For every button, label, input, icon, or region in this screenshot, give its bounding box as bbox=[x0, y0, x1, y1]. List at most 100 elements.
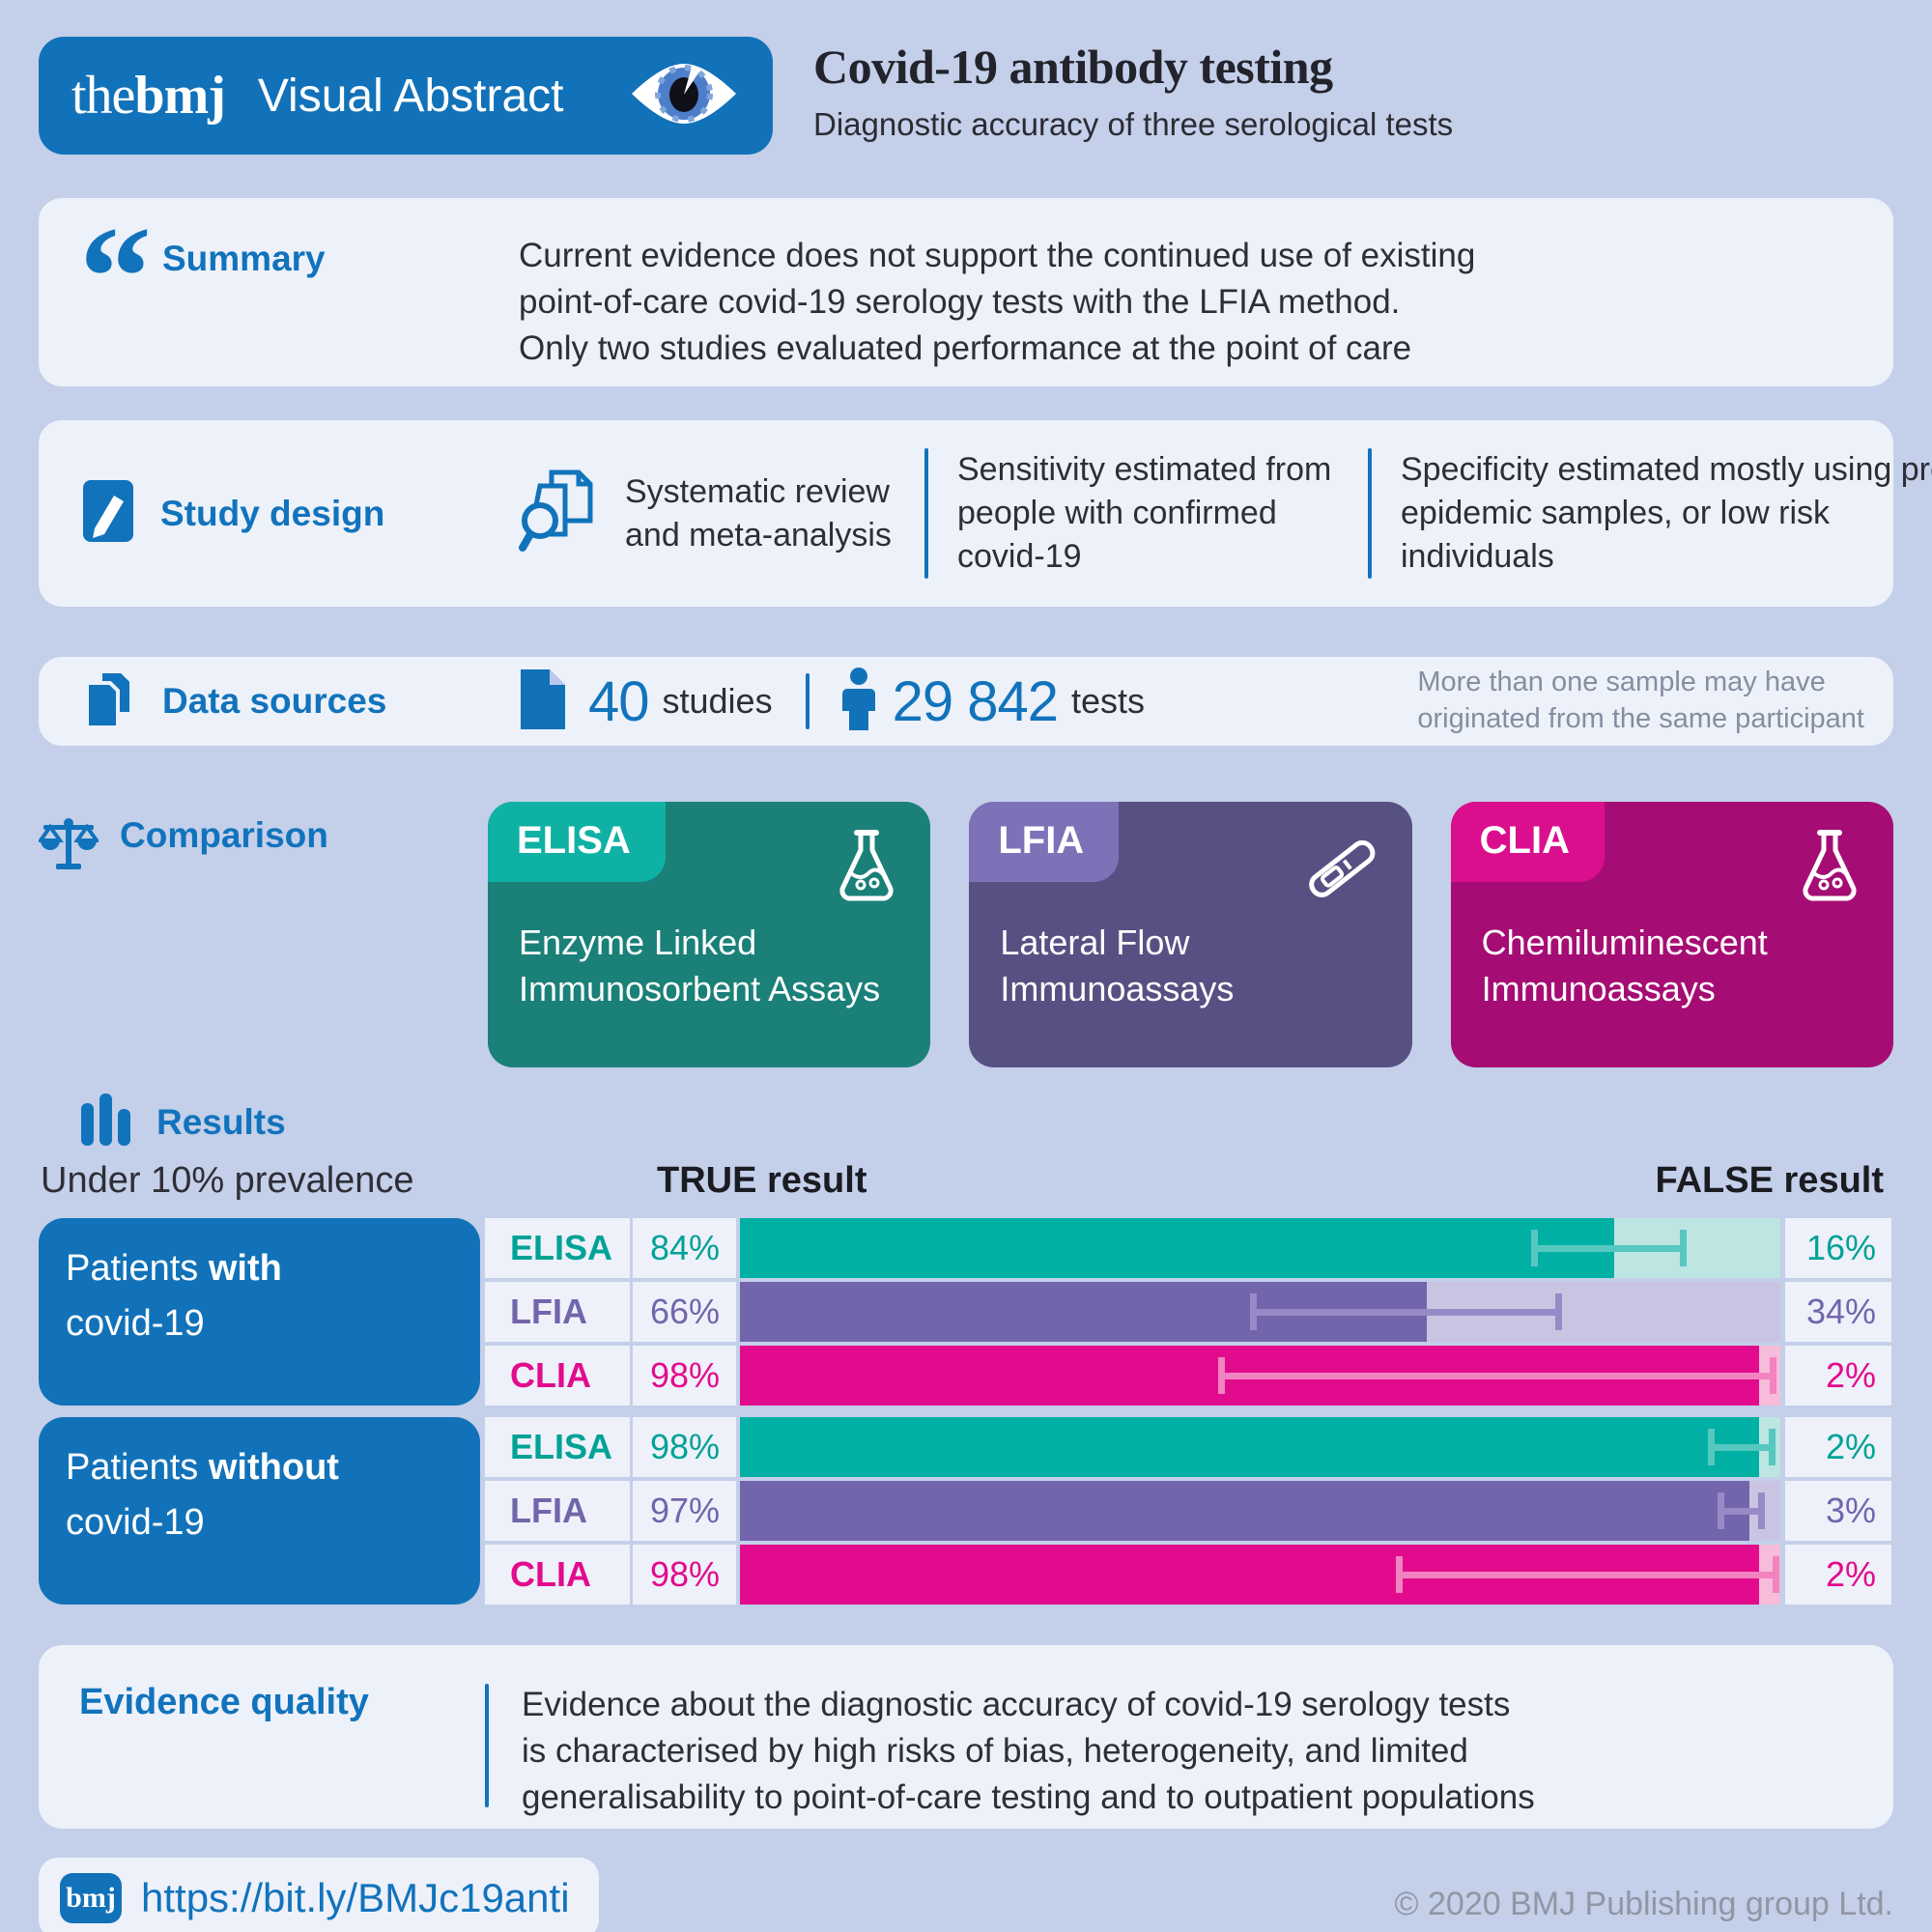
studies-label: studies bbox=[662, 681, 773, 721]
confidence-interval bbox=[1395, 1556, 1779, 1593]
share-link[interactable]: https://bit.ly/BMJc19anti bbox=[141, 1875, 570, 1920]
divider bbox=[924, 448, 928, 579]
false-percent: 34% bbox=[1785, 1282, 1891, 1342]
data-sources-panel: Data sources 40 studies 29 842 tests Mor… bbox=[39, 657, 1893, 746]
true-percent: 97% bbox=[633, 1481, 736, 1541]
divider bbox=[1368, 448, 1372, 579]
person-icon bbox=[841, 667, 875, 736]
ci-line bbox=[1395, 1572, 1779, 1578]
true-false-bar bbox=[740, 1282, 1780, 1342]
summary-line: Current evidence does not support the co… bbox=[519, 237, 1476, 274]
logo-the: the bbox=[71, 66, 135, 126]
elisa-tag: ELISA bbox=[488, 802, 666, 882]
confidence-interval bbox=[1249, 1293, 1562, 1330]
search-documents-icon bbox=[519, 463, 600, 564]
quote-icon: “ bbox=[79, 197, 152, 357]
clia-tag: CLIA bbox=[1450, 802, 1605, 882]
scales-icon bbox=[37, 815, 100, 880]
clia-card: CLIA Chemiluminescent Immunoassays bbox=[1450, 802, 1893, 1067]
true-false-bar bbox=[740, 1417, 1780, 1477]
true-false-bar bbox=[740, 1346, 1780, 1406]
test-label: LFIA bbox=[485, 1481, 630, 1541]
ci-line bbox=[1218, 1373, 1776, 1379]
result-row-clia: CLIA 98% 2% bbox=[485, 1545, 1893, 1605]
true-false-bar bbox=[740, 1545, 1780, 1605]
confidence-interval bbox=[1218, 1357, 1776, 1394]
footer: bmj https://bit.ly/BMJc19anti © 2020 BMJ… bbox=[39, 1858, 1893, 1932]
false-percent: 2% bbox=[1785, 1346, 1891, 1406]
divider bbox=[485, 1684, 489, 1807]
true-bar bbox=[740, 1417, 1760, 1477]
true-false-bar bbox=[740, 1218, 1780, 1278]
evidence-line: Evidence about the diagnostic accuracy o… bbox=[522, 1686, 1511, 1723]
flask-icon bbox=[832, 827, 901, 909]
true-bar bbox=[740, 1481, 1749, 1541]
label-text: covid-19 bbox=[66, 1303, 205, 1344]
data-sources-note: More than one sample may have originated… bbox=[1417, 665, 1864, 737]
lfia-name: Lateral Flow Immunoassays bbox=[1000, 923, 1235, 1009]
ci-line bbox=[1249, 1309, 1562, 1316]
title-block: Covid-19 antibody testing Diagnostic acc… bbox=[813, 37, 1453, 143]
clia-name: Chemiluminescent Immunoassays bbox=[1481, 923, 1768, 1009]
true-percent: 98% bbox=[633, 1417, 736, 1477]
bmj-brand-box: thebmj Visual Abstract bbox=[39, 37, 773, 155]
result-row-elisa: ELISA 98% 2% bbox=[485, 1417, 1893, 1477]
true-percent: 98% bbox=[633, 1545, 736, 1605]
study-design-heading: Study design bbox=[160, 493, 385, 533]
confidence-interval bbox=[1718, 1492, 1765, 1529]
test-strip-icon bbox=[1300, 827, 1383, 915]
confidence-interval bbox=[1707, 1429, 1776, 1465]
result-row-clia: CLIA 98% 2% bbox=[485, 1346, 1893, 1406]
false-result-header: FALSE result bbox=[1655, 1160, 1885, 1201]
elisa-name: Enzyme Linked Immunosorbent Assays bbox=[519, 923, 881, 1009]
results-heading: Results bbox=[156, 1101, 286, 1142]
true-bar bbox=[740, 1218, 1614, 1278]
false-percent: 2% bbox=[1785, 1545, 1891, 1605]
prevalence-note: Under 10% prevalence bbox=[41, 1160, 414, 1201]
true-percent: 84% bbox=[633, 1218, 736, 1278]
summary-line: Only two studies evaluated performance a… bbox=[519, 328, 1412, 367]
data-sources-heading: Data sources bbox=[162, 681, 387, 721]
tests-label: tests bbox=[1071, 681, 1146, 721]
elisa-card: ELISA Enzyme Linked Immunosorbent Assays bbox=[488, 802, 931, 1067]
results-heading-row: Results bbox=[39, 1092, 1893, 1152]
result-row-lfia: LFIA 66% 34% bbox=[485, 1282, 1893, 1342]
test-label: CLIA bbox=[485, 1545, 630, 1605]
note-line: originated from the same participant bbox=[1417, 703, 1864, 734]
patients-without-label: Patients without covid-19 bbox=[39, 1417, 480, 1605]
test-label: ELISA bbox=[485, 1218, 630, 1278]
label-bold: without bbox=[208, 1447, 339, 1488]
evidence-line: generalisability to point-of-care testin… bbox=[522, 1777, 1535, 1816]
summary-line: point-of-care covid-19 serology tests wi… bbox=[519, 282, 1401, 321]
link-box[interactable]: bmj https://bit.ly/BMJc19anti bbox=[39, 1858, 599, 1932]
comparison-section: Comparison ELISA Enzyme Linked Immunosor… bbox=[37, 802, 1893, 1067]
results-column-headers: Under 10% prevalence TRUE result FALSE r… bbox=[39, 1160, 1893, 1210]
bmj-chip-icon: bmj bbox=[60, 1873, 122, 1923]
evidence-quality-panel: Evidence quality Evidence about the diag… bbox=[39, 1645, 1893, 1829]
evidence-quality-text: Evidence about the diagnostic accuracy o… bbox=[522, 1682, 1535, 1821]
true-false-bar bbox=[740, 1481, 1780, 1541]
result-row-elisa: ELISA 84% 16% bbox=[485, 1218, 1893, 1278]
copyright-notice: © 2020 BMJ Publishing group Ltd. bbox=[1394, 1886, 1893, 1922]
study-design-columns: Systematic review and meta-analysis Sens… bbox=[625, 448, 1932, 579]
true-percent: 66% bbox=[633, 1282, 736, 1342]
logo-bmj: bmj bbox=[134, 66, 225, 126]
lfia-card: LFIA Lateral Flow Immunoassays bbox=[969, 802, 1412, 1067]
study-design-panel: Study design Systematic review and meta-… bbox=[39, 420, 1932, 607]
summary-heading: Summary bbox=[162, 239, 326, 278]
flask-icon bbox=[1795, 827, 1864, 909]
label-text: covid-19 bbox=[66, 1502, 205, 1543]
ci-line bbox=[1530, 1245, 1688, 1252]
study-design-item: Systematic review and meta-analysis bbox=[625, 472, 892, 554]
bmj-logo: thebmj bbox=[71, 65, 226, 127]
page-subtitle: Diagnostic accuracy of three serological… bbox=[813, 106, 1454, 142]
ci-cap bbox=[1768, 1429, 1776, 1465]
test-label: LFIA bbox=[485, 1282, 630, 1342]
true-percent: 98% bbox=[633, 1346, 736, 1406]
note-line: More than one sample may have bbox=[1417, 667, 1826, 698]
comparison-heading: Comparison bbox=[120, 815, 328, 855]
confidence-interval bbox=[1530, 1230, 1688, 1266]
study-design-item: Sensitivity estimated from people with c… bbox=[957, 451, 1332, 575]
false-percent: 3% bbox=[1785, 1481, 1891, 1541]
ci-cap bbox=[1680, 1230, 1688, 1266]
